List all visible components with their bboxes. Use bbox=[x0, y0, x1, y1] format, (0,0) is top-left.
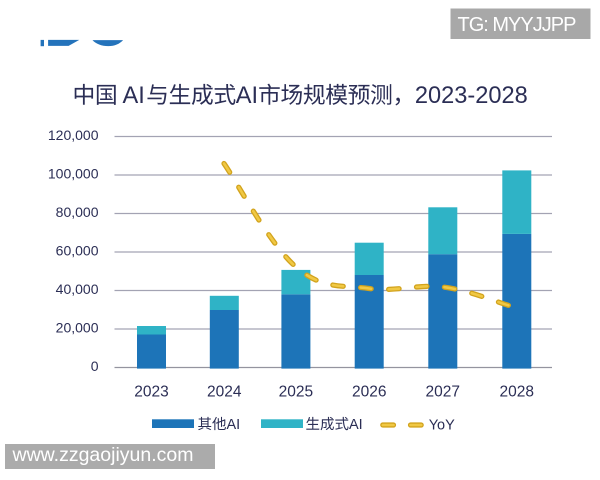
svg-text:AI: AI bbox=[236, 83, 258, 109]
svg-text:0: 0 bbox=[91, 358, 99, 374]
svg-text:2026: 2026 bbox=[352, 384, 386, 401]
svg-text:40,000: 40,000 bbox=[56, 281, 99, 297]
svg-text:www.zzgaojiyun.com: www.zzgaojiyun.com bbox=[12, 444, 194, 466]
svg-text:2023-2028: 2023-2028 bbox=[415, 83, 528, 109]
svg-text:AI: AI bbox=[349, 417, 363, 433]
svg-text:2025: 2025 bbox=[279, 384, 313, 401]
svg-text:2023: 2023 bbox=[134, 384, 168, 401]
svg-text:100,000: 100,000 bbox=[48, 166, 99, 182]
svg-text:20,000: 20,000 bbox=[56, 320, 99, 336]
svg-text:TG: MYYJJPP: TG: MYYJJPP bbox=[458, 14, 577, 36]
svg-text:2027: 2027 bbox=[426, 384, 460, 401]
svg-text:AI: AI bbox=[227, 417, 241, 433]
svg-text:YoY: YoY bbox=[429, 418, 455, 434]
svg-text:AI: AI bbox=[117, 83, 145, 109]
svg-text:60,000: 60,000 bbox=[56, 243, 99, 259]
svg-text:2028: 2028 bbox=[500, 384, 534, 401]
svg-text:80,000: 80,000 bbox=[56, 204, 99, 220]
svg-text:120,000: 120,000 bbox=[48, 127, 99, 143]
svg-text:2024: 2024 bbox=[207, 384, 242, 401]
